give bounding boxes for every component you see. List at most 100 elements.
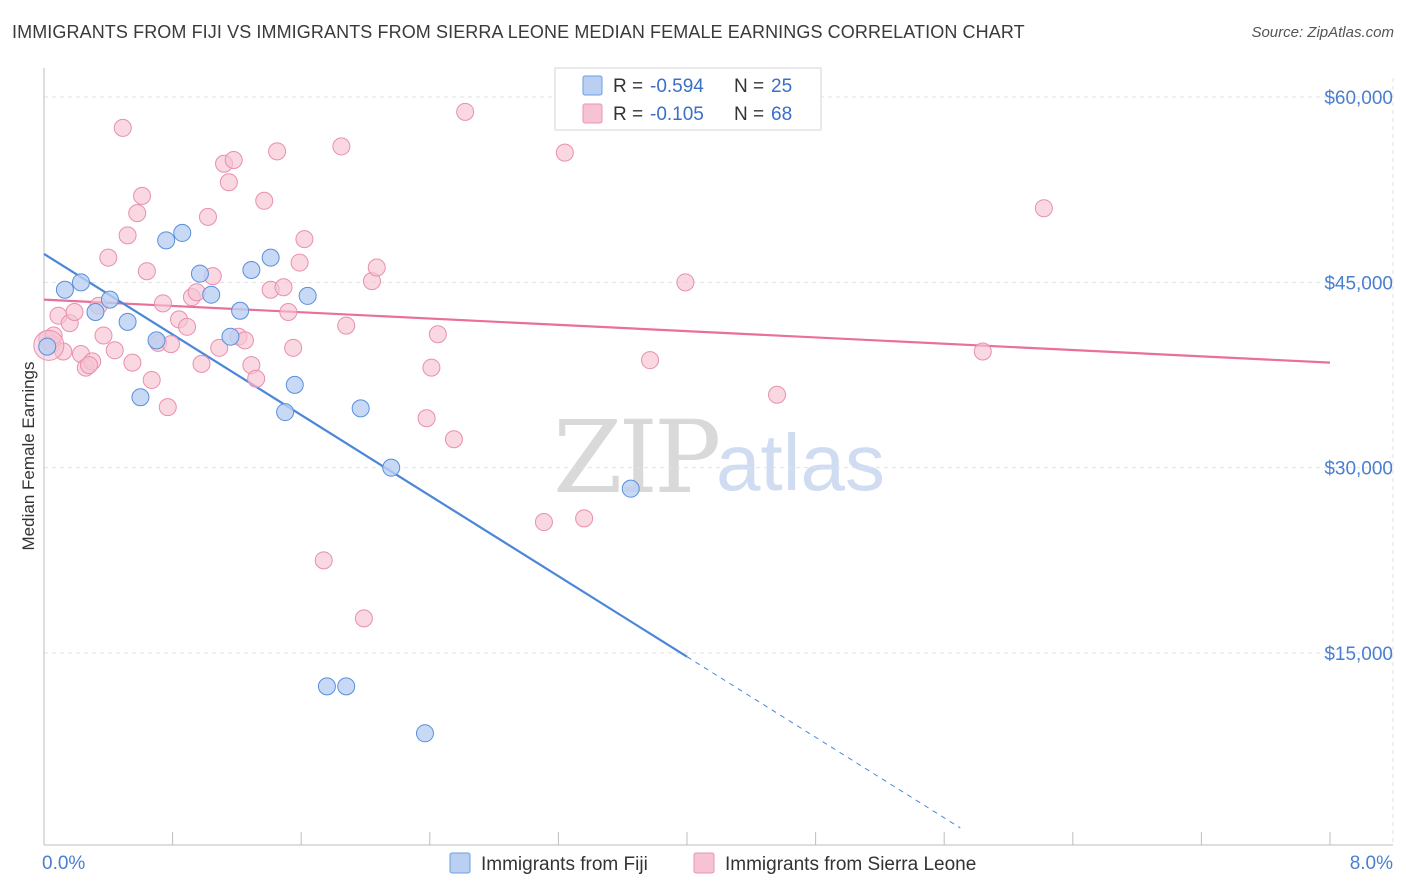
sierra-leone-point <box>274 278 293 297</box>
sierra-leone-point <box>142 370 161 389</box>
sierra-leone-point <box>290 253 309 272</box>
stats-n-label-sierra-leone: N = <box>734 104 769 125</box>
sierra-leone-point <box>105 341 124 360</box>
sierra-leone-point <box>153 294 172 313</box>
sierra-leone-point <box>295 230 314 249</box>
sierra-leone-point <box>332 137 351 156</box>
sierra-leone-point <box>178 317 197 336</box>
sierra-leone-point <box>158 398 177 417</box>
chart-title: IMMIGRANTS FROM FIJI VS IMMIGRANTS FROM … <box>12 22 1025 42</box>
watermark-zip: ZIP <box>553 399 718 516</box>
y-axis-label: Median Female Earnings <box>19 362 38 551</box>
sierra-leone-points <box>33 102 1053 628</box>
trend-line-fiji-extension <box>686 656 961 829</box>
fiji-point <box>231 301 250 320</box>
fiji-points <box>38 223 640 743</box>
fiji-point <box>147 331 166 350</box>
sierra-leone-point <box>192 354 211 373</box>
stats-n-value-fiji: 25 <box>771 76 792 97</box>
source-label: Source: ZipAtlas.com <box>1251 24 1394 41</box>
sierra-leone-point <box>99 248 118 267</box>
sierra-leone-point <box>444 430 463 449</box>
fiji-point <box>261 248 280 267</box>
fiji-point <box>190 264 209 283</box>
fiji-point <box>100 290 119 309</box>
sierra-leone-point <box>198 207 217 226</box>
sierra-leone-point <box>255 191 274 210</box>
stats-box: R = -0.594 N = 25 R = -0.105 N = 68 <box>554 67 822 131</box>
fiji-point <box>298 286 317 305</box>
fiji-point <box>317 677 336 696</box>
sierra-leone-point <box>133 186 152 205</box>
fiji-point <box>38 337 57 356</box>
sierra-leone-point <box>219 173 238 192</box>
stats-swatch-fiji <box>582 75 603 96</box>
fiji-point <box>337 677 356 696</box>
sierra-leone-point <box>123 353 142 372</box>
y-tick-label: $45,000 <box>1324 273 1393 294</box>
sierra-leone-point <box>534 513 553 532</box>
sierra-leone-point <box>354 609 373 628</box>
trend-line-fiji <box>43 252 688 658</box>
sierra-leone-point <box>268 142 287 161</box>
fiji-point <box>173 223 192 242</box>
fiji-point <box>621 479 640 498</box>
fiji-point <box>71 273 90 292</box>
sierra-leone-point <box>555 143 574 162</box>
y-tick-label: $15,000 <box>1324 644 1393 665</box>
axes <box>43 68 1393 846</box>
sierra-leone-point <box>284 338 303 357</box>
legend: Immigrants from Fiji Immigrants from Sie… <box>449 852 976 875</box>
legend-label-fiji: Immigrants from Fiji <box>481 854 648 875</box>
sierra-leone-point <box>210 338 229 357</box>
sierra-leone-point <box>224 151 243 170</box>
fiji-point <box>276 403 295 422</box>
sierra-leone-point <box>422 358 441 377</box>
fiji-point <box>157 231 176 250</box>
y-tick-label: $30,000 <box>1324 459 1393 480</box>
fiji-point <box>382 458 401 477</box>
y-tick-labels: $15,000 $30,000 $45,000 $60,000 <box>1324 88 1393 665</box>
sierra-leone-point <box>279 302 298 321</box>
fiji-point <box>131 388 150 407</box>
fiji-point <box>202 285 221 304</box>
sierra-leone-point <box>137 262 156 281</box>
x-tick-label-max: 8.0% <box>1350 853 1393 874</box>
trend-lines <box>43 252 1331 829</box>
sierra-leone-point <box>247 369 266 388</box>
fiji-point <box>118 312 137 331</box>
stats-n-value-sierra-leone: 68 <box>771 104 792 125</box>
fiji-point <box>242 260 261 279</box>
sierra-leone-point <box>113 118 132 137</box>
sierra-leone-point <box>417 409 436 428</box>
stats-r-value-fiji: -0.594 <box>650 76 704 97</box>
sierra-leone-point <box>575 509 594 528</box>
sierra-leone-point <box>641 351 660 370</box>
sierra-leone-point <box>676 273 695 292</box>
stats-r-value-sierra-leone: -0.105 <box>650 104 704 125</box>
stats-swatch-sierra-leone <box>582 103 603 124</box>
sierra-leone-point <box>94 326 113 345</box>
fiji-point <box>351 399 370 418</box>
fiji-point <box>55 280 74 299</box>
sierra-leone-point <box>128 204 147 223</box>
stats-r-label-fiji: R = <box>613 76 648 97</box>
sierra-leone-point <box>768 385 787 404</box>
sierra-leone-point <box>314 551 333 570</box>
legend-label-sierra-leone: Immigrants from Sierra Leone <box>725 854 976 875</box>
sierra-leone-point <box>973 342 992 361</box>
sierra-leone-point <box>118 226 137 245</box>
y-tick-label: $60,000 <box>1324 88 1393 109</box>
x-tick-label-min: 0.0% <box>42 853 85 874</box>
legend-swatch-sierra-leone <box>693 852 715 874</box>
watermark-atlas: atlas <box>716 418 885 507</box>
stats-r-label-sierra-leone: R = <box>613 104 648 125</box>
fiji-point <box>415 724 434 743</box>
fiji-point <box>285 375 304 394</box>
sierra-leone-point <box>367 258 386 277</box>
sierra-leone-point <box>456 102 475 121</box>
trend-line-sierra-leone <box>43 298 1331 364</box>
sierra-leone-point <box>65 302 84 321</box>
sierra-leone-point <box>80 356 99 375</box>
